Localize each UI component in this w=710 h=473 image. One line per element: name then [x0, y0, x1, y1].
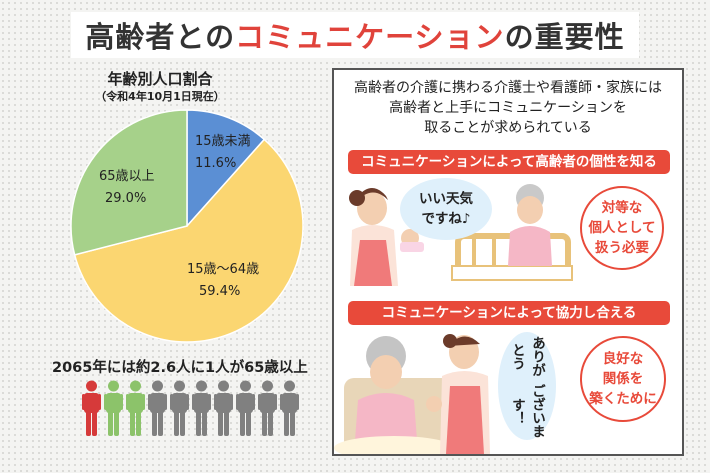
slice-value-text: 11.6% — [195, 156, 237, 171]
circle-line: 対等な — [601, 200, 643, 216]
slice-label-text: 15歳未満 — [195, 134, 251, 149]
person-icon — [280, 380, 299, 436]
speech-line: ありがとう — [509, 335, 545, 377]
person-icon — [236, 380, 255, 436]
pie-slice-65plus — [70, 109, 188, 256]
person-icon — [126, 380, 145, 436]
slice-label-15-64: 15歳〜64歳 59.4% — [187, 259, 259, 303]
slice-label-under15: 15歳未満 11.6% — [195, 131, 251, 175]
intro-line: 高齢者と上手にコミュニケーションを — [389, 100, 627, 116]
speech-line: いい天気 — [419, 191, 473, 207]
page-title: 高齢者とのコミュニケーションの重要性 — [71, 12, 639, 58]
intro-text: 高齢者の介護に携わる介護士や看護師・家族には 高齢者と上手にコミュニケーションを… — [334, 78, 682, 138]
person-icon — [192, 380, 211, 436]
pie-chart — [70, 109, 304, 343]
info-panel: 高齢者の介護に携わる介護士や看護師・家族には 高齢者と上手にコミュニケーションを… — [332, 68, 684, 456]
person-icon — [104, 380, 123, 436]
intro-line: 高齢者の介護に携わる介護士や看護師・家族には — [354, 80, 662, 96]
elder-caregiver-illustration — [334, 334, 490, 454]
person-icon — [170, 380, 189, 436]
title-part1: 高齢者との — [85, 20, 236, 54]
chart-subtitle: （令和4年10月1日現在） — [95, 90, 225, 103]
person-icon — [148, 380, 167, 436]
person-icon — [258, 380, 277, 436]
circle-line: 個人として — [588, 220, 656, 236]
circle-note-equal: 対等な 個人として 扱う必要 — [580, 186, 664, 270]
circle-line: 良好な — [602, 351, 644, 367]
title-part2: コミュニケーション — [235, 20, 505, 54]
chart-title: 年齢別人口割合 — [107, 70, 213, 88]
slice-value-text: 29.0% — [105, 191, 147, 206]
slice-label-65plus: 65歳以上 29.0% — [99, 166, 155, 210]
speech-line: ですね♪ — [421, 211, 471, 227]
intro-line: 取ることが求められている — [424, 120, 592, 136]
slice-label-text: 65歳以上 — [99, 169, 155, 184]
people-row — [82, 380, 299, 436]
circle-line: 築くために — [589, 391, 657, 407]
circle-line: 扱う必要 — [594, 240, 649, 256]
person-icon — [214, 380, 233, 436]
slice-label-text: 15歳〜64歳 — [187, 262, 260, 277]
projection-text: 2065年には約2.6人に1人が65歳以上 — [52, 360, 308, 376]
person-icon — [82, 380, 101, 436]
circle-line: 関係を — [602, 371, 644, 387]
slice-value-text: 59.4% — [199, 284, 241, 299]
caregiver-elder-illustration — [349, 184, 573, 286]
speech-bubble-weather: いい天気 ですね♪ — [400, 178, 492, 240]
section1-banner: コミュニケーションによって高齢者の個性を知る — [348, 150, 670, 174]
title-part3: の重要性 — [504, 20, 625, 54]
speech-bubble-thanks: ありがとう ございます！ — [498, 332, 556, 440]
pie-slice-15-64 — [73, 138, 304, 343]
speech-line: ございます！ — [509, 384, 545, 439]
circle-note-relationship: 良好な 関係を 築くために — [580, 336, 666, 422]
section2-banner: コミュニケーションによって協力し合える — [348, 301, 670, 325]
title-bar: 高齢者とのコミュニケーションの重要性 — [0, 12, 710, 58]
pie-slice-under15 — [186, 109, 266, 228]
